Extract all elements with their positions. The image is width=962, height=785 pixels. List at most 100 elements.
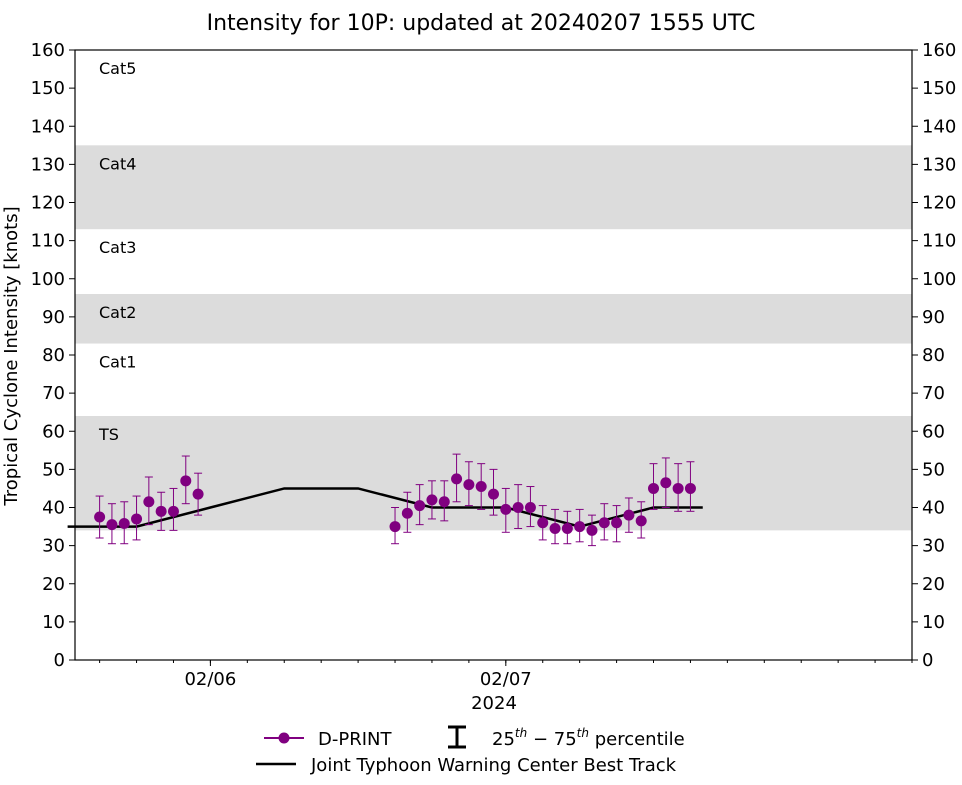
dprint-point <box>684 482 696 494</box>
dprint-point <box>574 521 586 533</box>
category-label-cat1: Cat1 <box>99 353 136 372</box>
category-label-cat5: Cat5 <box>99 59 136 78</box>
y-tick-label-left: 160 <box>31 40 65 61</box>
y-tick-label-left: 150 <box>31 78 65 99</box>
y-tick-label-left: 70 <box>42 383 65 404</box>
dprint-point <box>537 517 549 529</box>
legend-percentile-sup2: th <box>577 726 589 740</box>
dprint-point <box>118 518 130 530</box>
category-label-ts: TS <box>98 425 119 444</box>
dprint-point <box>524 502 536 513</box>
dprint-point <box>167 505 179 517</box>
legend-errorbar-icon <box>448 725 466 749</box>
y-tick-label-right: 150 <box>922 78 956 99</box>
legend-percentile-mid: − 75 <box>527 729 576 750</box>
y-tick-label-left: 110 <box>31 231 65 252</box>
dprint-point <box>143 496 155 508</box>
y-tick-label-left: 80 <box>42 345 65 366</box>
dprint-point <box>635 515 647 527</box>
legend-percentile-sup1: th <box>515 726 527 740</box>
x-tick-label: 02/06 <box>184 669 236 690</box>
dprint-point <box>561 522 573 534</box>
dprint-point <box>488 488 499 500</box>
y-axis-label: Tropical Cyclone Intensity [knots] <box>1 206 22 506</box>
dprint-point <box>192 488 204 500</box>
dprint-point <box>672 482 684 494</box>
category-labels: TS Cat1 Cat2 Cat3 Cat4 Cat5 <box>98 59 136 444</box>
category-band-cat2 <box>75 294 912 344</box>
y-tick-label-right: 70 <box>922 383 945 404</box>
dprint-point <box>586 524 598 536</box>
y-tick-label-right: 60 <box>922 421 945 442</box>
dprint-point <box>500 503 512 515</box>
dprint-point <box>598 517 610 529</box>
y-tick-label-left: 100 <box>31 269 65 290</box>
legend-dprint-label: D-PRINT <box>318 729 392 750</box>
y-tick-label-right: 130 <box>922 154 956 175</box>
dprint-series <box>94 453 696 547</box>
dprint-point <box>438 496 450 508</box>
y-tick-label-right: 30 <box>922 536 945 557</box>
y-tick-label-left: 10 <box>42 612 65 633</box>
dprint-point <box>389 521 401 533</box>
legend-percentile-base1: 25 <box>492 729 515 750</box>
dprint-point <box>512 502 524 513</box>
y-tick-label-left: 40 <box>42 498 65 519</box>
dprint-point <box>451 473 463 485</box>
plot-frame <box>74 49 913 661</box>
legend-dprint-marker <box>278 732 290 744</box>
y-tick-label-left: 120 <box>31 193 65 214</box>
dprint-point <box>660 477 672 489</box>
y-tick-label-right: 50 <box>922 459 945 480</box>
y-tick-label-left: 130 <box>31 154 65 175</box>
y-tick-label-right: 0 <box>922 650 933 671</box>
category-band-cat4 <box>75 145 912 230</box>
legend: D-PRINT 25th − 75th percentile Joint Typ… <box>256 725 685 776</box>
y-tick-label-right: 90 <box>922 307 945 328</box>
y-tick-label-right: 20 <box>922 574 945 595</box>
dprint-point <box>94 511 106 523</box>
y-tick-label-left: 50 <box>42 459 65 480</box>
y-tick-label-right: 10 <box>922 612 945 633</box>
category-label-cat3: Cat3 <box>99 238 136 257</box>
legend-percentile-tail: percentile <box>589 729 685 750</box>
right-y-axis: 0 10 20 30 40 50 60 70 80 90 100 110 120 130 140 150 160 <box>912 40 956 671</box>
dprint-point <box>131 513 143 525</box>
dprint-point <box>475 481 487 493</box>
y-tick-label-left: 140 <box>31 116 65 137</box>
plot-border <box>74 49 913 661</box>
category-label-cat4: Cat4 <box>99 154 136 173</box>
dprint-point <box>623 509 635 521</box>
y-tick-label-left: 20 <box>42 574 65 595</box>
dprint-point <box>648 482 660 494</box>
dprint-point <box>155 505 167 517</box>
dprint-point <box>401 507 413 519</box>
dprint-point <box>106 519 118 531</box>
y-tick-label-right: 120 <box>922 193 956 214</box>
category-label-cat2: Cat2 <box>99 303 136 322</box>
y-tick-label-right: 40 <box>922 498 945 519</box>
left-y-axis: 0 10 20 30 40 50 60 70 80 90 100 110 120 130 140 150 160 <box>31 40 75 671</box>
y-tick-label-right: 110 <box>922 231 956 252</box>
category-bands <box>75 145 912 531</box>
y-tick-label-right: 140 <box>922 116 956 137</box>
dprint-point <box>463 479 475 491</box>
chart-title: Intensity for 10P: updated at 20240207 1… <box>207 11 756 36</box>
dprint-point <box>180 475 192 487</box>
x-axis: 02/06 02/07 <box>99 660 913 690</box>
y-tick-label-left: 30 <box>42 536 65 557</box>
dprint-point <box>426 494 438 506</box>
y-tick-label-right: 160 <box>922 40 956 61</box>
legend-besttrack-label: Joint Typhoon Warning Center Best Track <box>310 755 677 776</box>
legend-percentile-label: 25th − 75th percentile <box>492 726 685 750</box>
dprint-point <box>549 522 561 534</box>
x-tick-label: 02/07 <box>480 669 532 690</box>
dprint-point <box>611 517 623 529</box>
dprint-point <box>414 500 426 512</box>
x-axis-label: 2024 <box>471 693 517 714</box>
y-tick-label-left: 0 <box>54 650 65 671</box>
y-tick-label-right: 100 <box>922 269 956 290</box>
y-tick-label-left: 60 <box>42 421 65 442</box>
y-tick-label-left: 90 <box>42 307 65 328</box>
